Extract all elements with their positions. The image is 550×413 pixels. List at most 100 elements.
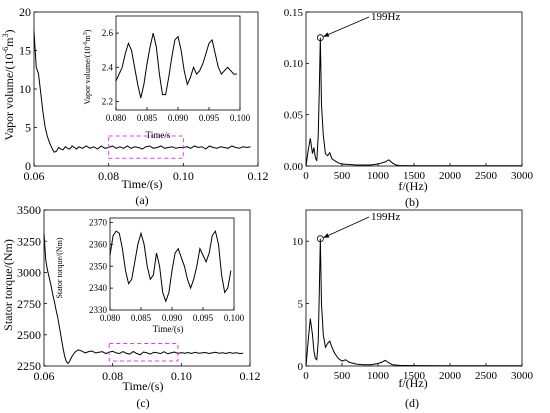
panel-b-peak-label: 199Hz — [371, 11, 400, 23]
panel-b-xtick-label: 0 — [303, 170, 309, 182]
panel-c-zoom-box — [108, 343, 179, 362]
panel-c-inset-ytick-label: 2340 — [89, 283, 108, 293]
panel-c-ylabel: Stator torque/(Nm) — [1, 239, 15, 331]
panel-c-ytick-label: 2500 — [17, 328, 41, 342]
panel-a-xlabel: Time/(s) — [122, 177, 163, 191]
panel-b-ytick-label: 0.05 — [284, 110, 304, 122]
panel-d-peak-label: 199Hz — [371, 211, 400, 223]
panel-c-inset-ylabel: Stator torque/(Nm) — [55, 237, 64, 298]
panel-c-inset-ytick-label: 2370 — [89, 218, 108, 228]
panel-b-peak-arrow — [323, 16, 370, 38]
panel-c-ytick-label: 3250 — [17, 234, 41, 248]
panel-a-xtick-label: 0.10 — [173, 169, 194, 183]
panel-a-inset-xtick-label: 0.090 — [168, 113, 189, 123]
panel-d-peak-marker — [316, 235, 324, 243]
panel-a-plot: 0.06 0.08 0.10 0.12 0 5 10 15 20 0.080 0.085 0.090 0… — [19, 5, 269, 183]
panel-a-ytick-label: 15 — [19, 44, 31, 58]
panel-d-plot: 0 500 1000 1500 2000 2500 3000 0 5 10 — [292, 209, 534, 382]
panel-c-inset-xtick-label: 0.090 — [162, 313, 183, 323]
panel-a-caption: (a) — [135, 193, 148, 207]
panel-a-inset-xtick-label: 0.095 — [199, 113, 220, 123]
panel-a-xtick-label: 0.12 — [248, 169, 269, 183]
panel-a-inset-ytick-label: 2.6 — [102, 28, 114, 38]
panel-b-xlabel: f/(Hz) — [398, 179, 427, 193]
panel-d-xtick-label: 0 — [303, 370, 309, 382]
panel-c-xtick-label: 0.06 — [34, 369, 55, 383]
panel-b-xtick-label: 500 — [334, 170, 351, 182]
panel-a-inset-xtick-label: 0.085 — [137, 113, 158, 123]
panel-c-inset-line — [109, 229, 232, 303]
panel-c-inset-xtick-label: 0.100 — [224, 313, 245, 323]
panel-a-ytick-label: 5 — [25, 121, 31, 135]
panel-a-inset-line — [115, 32, 237, 99]
panel-a-ylabel: Vapor volume/(10-6m3) — [1, 30, 16, 141]
panel-b-caption: (b) — [405, 195, 419, 209]
panel-a-series-line — [33, 31, 251, 153]
panel-b-ytick-label: 0.15 — [284, 7, 304, 19]
panel-d-xtick-label: 1500 — [403, 370, 426, 382]
panel-b-xtick-label: 2000 — [439, 170, 462, 182]
panel-d-xtick-label: 2500 — [475, 370, 498, 382]
panel-c-inset-ytick-label: 2360 — [89, 239, 108, 249]
panel-c-ytick-label: 3500 — [17, 203, 41, 217]
panel-d-xtick-label: 3000 — [511, 370, 534, 382]
panel-a-xtick-label: 0.06 — [24, 169, 45, 183]
panel-d-frame — [305, 209, 523, 367]
panel-b-peak-marker — [316, 34, 324, 42]
panel-c-xtick-label: 0.10 — [171, 369, 192, 383]
panel-b-ytick-label: 0.10 — [284, 58, 304, 70]
panel-c-ytick-label: 2750 — [17, 297, 41, 311]
panel-c-frame — [43, 209, 251, 367]
panel-c: 0.06 0.08 0.10 0.12 2250 2500 2750 3000 3250 3500… — [1, 203, 261, 410]
panel-c-inset-xtick-label: 0.080 — [100, 313, 121, 323]
panel-c-xlabel: Time/(s) — [123, 379, 164, 393]
panel-c-inset-ytick-label: 2330 — [89, 305, 108, 315]
panel-d-xtick-label: 500 — [334, 370, 351, 382]
panel-c-ytick-label: 3000 — [17, 266, 41, 280]
panel-a-ytick-label: 20 — [19, 5, 31, 19]
panel-c-series-line — [43, 233, 244, 365]
panel-c-ytick-label: 2250 — [17, 359, 41, 373]
panel-c-plot: 0.06 0.08 0.10 0.12 2250 2500 2750 3000 3250 3500… — [17, 203, 261, 383]
panel-a-inset-ytick-label: 2.2 — [102, 97, 113, 107]
panel-a-zoom-box — [108, 135, 184, 159]
panel-a-inset-ylabel: Vapor volume/(10-6m3) — [83, 29, 92, 104]
panel-d-ytick-label: 0 — [298, 361, 304, 373]
panel-b-peak-arrowhead — [323, 32, 330, 37]
panel-d-xtick-label: 2000 — [439, 370, 462, 382]
panel-b-plot: 0 500 1000 1500 2000 2500 3000 0.00 0.05 0.10 0.15 — [284, 7, 534, 182]
panel-d-peak-arrowhead — [323, 233, 330, 238]
panel-a-ytick-label: 0 — [25, 159, 31, 173]
panel-a-inset-xtick-label: 0.100 — [230, 113, 251, 123]
panel-b-xtick-label: 2500 — [475, 170, 498, 182]
panel-a-inset-ytick-label: 2.4 — [102, 62, 114, 72]
panel-b: 0 500 1000 1500 2000 2500 3000 0.00 0.05 0.10 0.15… — [284, 7, 534, 209]
panel-d-caption: (d) — [405, 396, 419, 410]
panel-d-ytick-label: 10 — [292, 236, 304, 248]
panel-a: 0.06 0.08 0.10 0.12 0 5 10 15 20 0.080 0.085 0.090 0… — [1, 5, 269, 207]
panel-a-inset-xlabel: Time/s — [146, 130, 171, 140]
panel-d-ytick-label: 5 — [298, 298, 304, 310]
panel-b-xtick-label: 3000 — [511, 170, 534, 182]
panel-a-inset-xtick-label: 0.080 — [106, 113, 127, 123]
panel-b-xtick-label: 1500 — [403, 170, 426, 182]
panel-d-xlabel: f/(Hz) — [398, 376, 427, 390]
panel-c-inset-xtick-label: 0.085 — [131, 313, 152, 323]
panel-b-frame — [305, 11, 523, 167]
panel-b-ytick-label: 0.00 — [284, 161, 304, 173]
panel-a-ytick-label: 10 — [19, 82, 31, 96]
panel-c-inset-xtick-label: 0.095 — [193, 313, 214, 323]
panel-c-inset-xlabel: Time/(s) — [153, 324, 184, 334]
panel-b-xtick-label: 1000 — [367, 170, 390, 182]
panel-c-inset-ytick-label: 2350 — [89, 261, 108, 271]
panel-c-xtick-label: 0.12 — [240, 369, 261, 383]
panel-d-xtick-label: 1000 — [367, 370, 390, 382]
panel-a-xtick-label: 0.08 — [98, 169, 119, 183]
panel-d-series-line — [305, 238, 522, 367]
panel-c-caption: (c) — [136, 396, 149, 410]
panel-c-xtick-label: 0.08 — [102, 369, 123, 383]
panel-d-peak-arrow — [323, 216, 370, 239]
panel-b-series-line — [305, 37, 522, 167]
